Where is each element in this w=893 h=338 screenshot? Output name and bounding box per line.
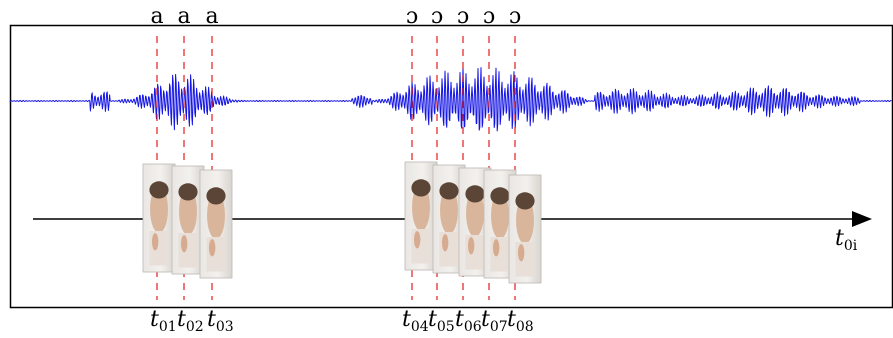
marker-label-06: t06 (455, 307, 482, 335)
marker-label-01: t01 (150, 307, 177, 335)
time-axis-arrowhead (852, 211, 872, 227)
axis-label-base: t (835, 226, 844, 251)
phoneme-a-1: a (150, 4, 163, 29)
phoneme-o-5: ɔ (509, 4, 521, 29)
marker-label-02: t02 (177, 307, 204, 335)
video-frames (142, 161, 542, 284)
marker-label-03: t03 (207, 307, 234, 335)
phoneme-o-3: ɔ (457, 4, 469, 29)
video-frame-2 (171, 165, 205, 275)
video-frame-5 (432, 164, 466, 274)
marker-label-05: t05 (428, 307, 455, 335)
speech-waveform (9, 66, 892, 132)
video-frame-3 (199, 169, 233, 279)
video-frame-8 (508, 174, 542, 284)
phoneme-a-2: a (177, 4, 190, 29)
phoneme-o-4: ɔ (483, 4, 495, 29)
phoneme-o-2: ɔ (431, 4, 443, 29)
video-frame-1 (142, 163, 176, 273)
marker-label-04: t04 (402, 307, 429, 335)
axis-label: t0i (835, 226, 858, 254)
marker-label-08: t08 (507, 307, 534, 335)
phoneme-o-1: ɔ (406, 4, 418, 29)
marker-labels: t01 t02 t03 t04 t05 t06 t07 t08 (150, 307, 534, 335)
video-frame-4 (404, 161, 438, 271)
marker-label-07: t07 (481, 307, 508, 335)
axis-label-sub: 0i (844, 238, 858, 254)
phoneme-a-3: a (205, 4, 218, 29)
